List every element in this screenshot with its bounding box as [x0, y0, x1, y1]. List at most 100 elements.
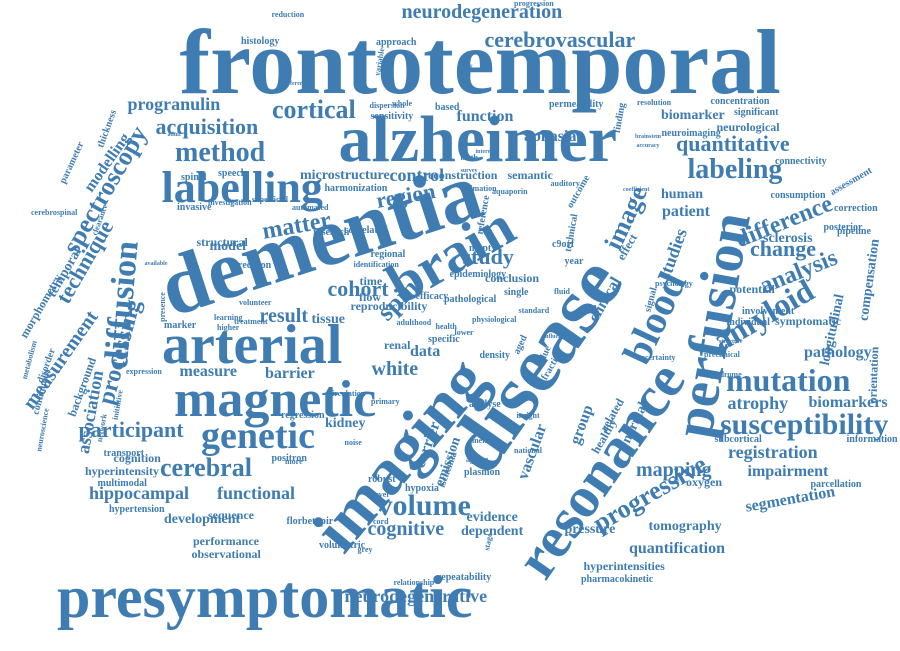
cloud-word: primary — [371, 398, 399, 406]
cloud-word: brainstem — [635, 134, 661, 140]
cloud-word: parameter — [58, 141, 86, 186]
cloud-word: involvement — [742, 307, 794, 317]
cloud-word: lower — [455, 329, 474, 337]
cloud-word: fluid — [554, 288, 570, 296]
cloud-word: information — [847, 435, 898, 445]
cloud-word: cerebrospinal — [31, 209, 77, 217]
cloud-word: impairment — [748, 464, 829, 480]
cloud-word: pressure — [565, 523, 616, 537]
cloud-word: whole — [392, 100, 412, 108]
cloud-word: correction — [834, 204, 878, 214]
cloud-word: higher — [217, 324, 239, 332]
cloud-word: ageing — [466, 456, 488, 464]
cloud-word: structural — [197, 236, 248, 248]
cloud-word: kidney — [325, 417, 365, 431]
cloud-word: regional — [371, 250, 406, 260]
cloud-word: influence — [544, 334, 567, 340]
cloud-word: syndrome — [708, 371, 742, 379]
cloud-word: superficial — [252, 196, 288, 204]
cloud-word: aquaporin — [492, 188, 528, 196]
cloud-word: hyperintensity — [85, 465, 159, 477]
cloud-word: cerebral — [160, 455, 252, 481]
cloud-word: resolution — [637, 99, 671, 107]
cloud-word: pathology — [804, 345, 872, 361]
cloud-word: mapt — [469, 244, 491, 254]
cloud-word: permeability — [549, 100, 603, 110]
cloud-word: available — [145, 261, 168, 267]
cloud-word: pipeline — [837, 227, 871, 237]
cloud-word: standard — [519, 307, 550, 315]
cloud-word: orientation — [866, 346, 880, 403]
cloud-word: preclinical — [704, 351, 740, 359]
cloud-word: frontotemporal — [180, 16, 781, 108]
cloud-word: reduction — [272, 11, 305, 19]
cloud-word: correlated — [344, 226, 388, 236]
cloud-word: evidence — [467, 511, 518, 525]
cloud-word: histology — [241, 37, 279, 47]
cloud-word: individual — [727, 318, 770, 328]
cloud-word: approach — [376, 38, 416, 48]
cloud-word: structure — [719, 339, 743, 345]
cloud-word: tomography — [649, 520, 722, 534]
cloud-word: uncertainty — [636, 354, 676, 362]
cloud-word: interest — [476, 149, 495, 155]
cloud-word: quantification — [629, 541, 725, 557]
cloud-word: precision — [233, 261, 272, 271]
cloud-word: invasive — [177, 203, 211, 213]
cloud-word: registration — [728, 443, 818, 461]
cloud-word: potential — [730, 283, 775, 295]
cloud-word: insight — [517, 412, 540, 420]
cloud-word: volunteer — [239, 299, 271, 307]
cloud-word: memory — [472, 437, 500, 445]
cloud-word: transport — [104, 449, 145, 459]
cloud-word: grey — [358, 546, 373, 554]
cloud-word: stage — [483, 533, 494, 551]
cloud-word: sequence — [208, 509, 254, 521]
cloud-word: consumption — [771, 191, 826, 201]
cloud-word: national — [514, 447, 542, 455]
cloud-word: plasmon — [464, 468, 500, 478]
cloud-word: observational — [192, 548, 261, 560]
cloud-word: spinal — [181, 173, 207, 183]
cloud-word: harmonization — [325, 184, 388, 194]
cloud-word: based — [435, 103, 459, 113]
cloud-word: parcellation — [811, 480, 862, 490]
cloud-word: sensitivity — [371, 112, 414, 122]
cloud-word: neurodegenerative — [345, 587, 488, 605]
cloud-word: noise — [345, 439, 362, 447]
cloud-word: connectivity — [775, 157, 827, 167]
cloud-word: oxygen — [686, 476, 722, 488]
cloud-word: year — [565, 257, 584, 267]
cloud-word: aphasia — [524, 129, 576, 145]
cloud-word: regression — [281, 411, 325, 421]
cloud-word: marker — [164, 321, 196, 331]
cloud-word: barrier — [265, 366, 315, 382]
cloud-word: circulation — [329, 390, 366, 398]
cloud-word: renal — [384, 339, 410, 351]
cloud-word: white — [372, 359, 419, 379]
cloud-word: presence — [159, 292, 167, 322]
cloud-word: time — [360, 275, 383, 287]
cloud-word: adulthood — [397, 319, 432, 327]
cloud-word: technical — [564, 213, 581, 252]
cloud-word: automated — [292, 204, 328, 212]
cloud-word: sclerosis — [763, 232, 813, 246]
cloud-word: volume — [378, 491, 471, 521]
cloud-word: cortical — [272, 97, 356, 123]
cloud-word: concentration — [711, 97, 770, 107]
cloud-word: patient — [662, 204, 710, 220]
cloud-word: tissue — [312, 313, 345, 327]
cloud-word: cerebrovascular — [485, 29, 636, 51]
cloud-word: human — [661, 188, 703, 202]
cloud-word: genetic — [201, 417, 315, 455]
cloud-word: data — [410, 344, 440, 360]
cloud-word: expression — [126, 368, 162, 376]
cloud-word: survey — [461, 168, 478, 174]
cloud-word: atrophy — [728, 394, 789, 412]
cloud-word: learning — [214, 314, 242, 322]
cloud-word: neuroimaging — [662, 129, 721, 139]
cloud-word: studies — [654, 226, 689, 282]
cloud-word: robust — [368, 475, 396, 485]
cloud-word: morphometry — [17, 272, 63, 340]
